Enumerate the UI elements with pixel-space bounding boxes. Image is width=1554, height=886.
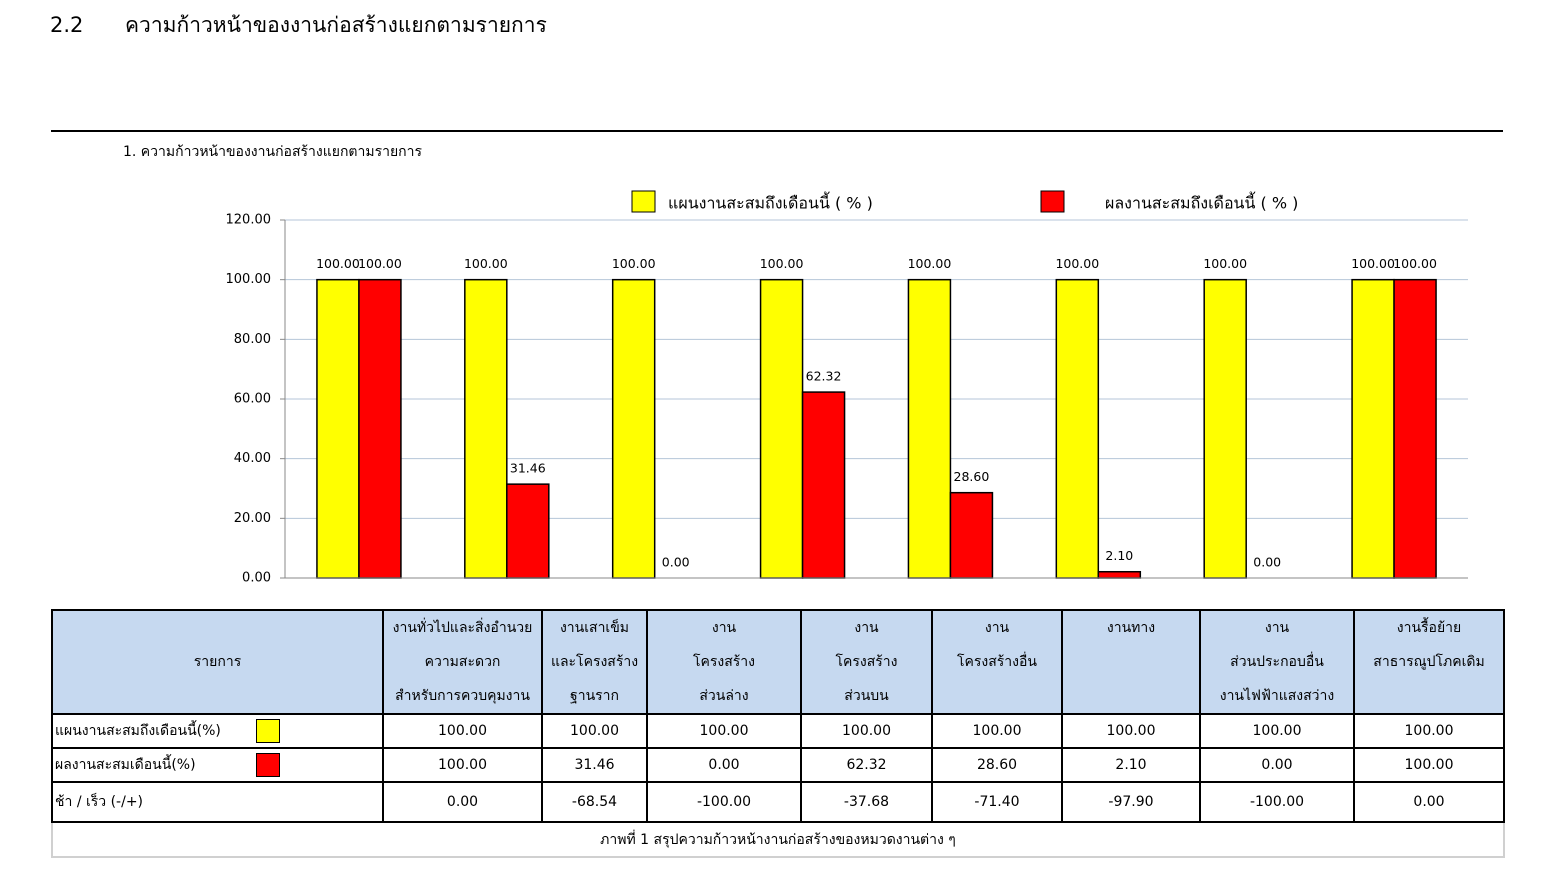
row-label: ผลงานสะสมเดือนนี้(%)	[55, 757, 196, 773]
table-cell: 100.00	[1061, 713, 1201, 749]
data-label: 100.00	[1351, 256, 1395, 271]
table-cell: 100.00	[646, 713, 802, 749]
table-row: ผลงานสะสมเดือนนี้(%) 100.00 31.46 0.00 62.32…	[51, 747, 1505, 783]
row-label-wrap: แผนงานสะสมถึงเดือนนี้(%)	[55, 719, 382, 743]
data-label: 100.00	[1393, 256, 1437, 271]
legend-label: ผลงานสะสมถึงเดือนนี้ ( % )	[1105, 192, 1298, 213]
table-cell: -100.00	[1199, 781, 1355, 823]
bar	[1203, 278, 1247, 579]
table-header: รายการ	[51, 609, 384, 715]
table-cell: 100.00	[800, 713, 933, 749]
bar	[907, 278, 952, 579]
y-tick-label: 40.00	[234, 451, 271, 466]
table-cell: -97.90	[1061, 781, 1201, 823]
row-swatch	[256, 719, 280, 743]
table-cell: 100.00	[382, 713, 543, 749]
table-cell: 28.60	[931, 747, 1063, 783]
y-tick-label: 80.00	[234, 332, 271, 347]
row-label-wrap: ผลงานสะสมเดือนนี้(%)	[55, 753, 382, 777]
data-label: 0.00	[662, 555, 690, 570]
table-row: แผนงานสะสมถึงเดือนนี้(%) 100.00 100.00 100.…	[51, 713, 1505, 749]
table-cell: 100.00	[931, 713, 1063, 749]
row-label-cell: ช้า / เร็ว (-/+)	[51, 781, 384, 823]
row-label: ช้า / เร็ว (-/+)	[55, 794, 144, 810]
data-label: 100.00	[908, 256, 952, 271]
bar	[506, 483, 550, 579]
caption-row: ภาพที่ 1 สรุปความก้าวหน้างานก่อสร้างของห…	[51, 821, 1505, 858]
data-label: 2.10	[1105, 548, 1133, 563]
table-cell: -68.54	[541, 781, 648, 823]
data-label: 100.00	[1055, 256, 1099, 271]
column-header: งานเสาเข็ม และโครงสร้าง ฐานราก	[541, 609, 648, 715]
column-header: งาน โครงสร้างอื่น	[931, 609, 1063, 715]
column-header: งานทั่วไปและสิ่งอำนวย ความสะดวก สำหรับกา…	[382, 609, 543, 715]
data-label: 100.00	[316, 256, 360, 271]
data-label: 0.00	[1253, 555, 1281, 570]
data-label: 100.00	[358, 256, 402, 271]
row-label-wrap: ช้า / เร็ว (-/+)	[55, 791, 382, 813]
data-label: 100.00	[1203, 256, 1247, 271]
table-cell: 100.00	[382, 747, 543, 783]
table-cell: 100.00	[1199, 713, 1355, 749]
table-cell: 100.00	[541, 713, 648, 749]
row-label-cell: แผนงานสะสมถึงเดือนนี้(%)	[51, 713, 384, 749]
column-header: งานรื้อย้าย สาธารณูปโภคเดิม	[1353, 609, 1505, 715]
row-label-cell: ผลงานสะสมเดือนนี้(%)	[51, 747, 384, 783]
table-cell: 0.00	[382, 781, 543, 823]
row-swatch	[256, 753, 280, 777]
legend-swatch	[1040, 190, 1065, 213]
section-number: 2.2	[50, 13, 84, 37]
table-cell: -37.68	[800, 781, 933, 823]
table-cell: 0.00	[646, 747, 802, 783]
table-cell: 62.32	[800, 747, 933, 783]
table-cell: 100.00	[1353, 747, 1505, 783]
data-label: 28.60	[954, 469, 990, 484]
table-cell: -100.00	[646, 781, 802, 823]
bar	[611, 278, 656, 579]
table-cell: 31.46	[541, 747, 648, 783]
column-header: งาน โครงสร้าง ส่วนบน	[800, 609, 933, 715]
column-header: งาน โครงสร้าง ส่วนล่าง	[646, 609, 802, 715]
y-tick-label: 60.00	[234, 392, 271, 407]
y-tick-label: 100.00	[226, 272, 272, 287]
row-label: แผนงานสะสมถึงเดือนนี้(%)	[55, 723, 221, 739]
bar	[316, 278, 360, 579]
chart-title: 1. ความก้าวหน้าของงานก่อสร้างแยกตามรายกา…	[123, 144, 423, 160]
table-cell: 0.00	[1353, 781, 1505, 823]
bar	[801, 391, 846, 579]
data-table: รายการ งานทั่วไปและสิ่งอำนวย ความสะดวก สำ…	[51, 609, 1505, 858]
bar	[464, 278, 508, 579]
caption: ภาพที่ 1 สรุปความก้าวหน้างานก่อสร้างของห…	[51, 821, 1505, 858]
chart: 0.00 20.00 40.00 60.00 80.00 100.00 120.00 แผนง…	[226, 190, 1468, 586]
legend-label: แผนงานสะสมถึงเดือนนี้ ( % )	[668, 192, 873, 213]
bar	[1393, 278, 1437, 579]
table-row: ช้า / เร็ว (-/+) 0.00 -68.54 -100.00 -37.68-…	[51, 781, 1505, 823]
bar	[1351, 278, 1395, 579]
column-header: งาน ส่วนประกอบอื่น งานไฟฟ้าแสงสว่าง	[1199, 609, 1355, 715]
bar	[759, 278, 804, 579]
y-tick-label: 20.00	[234, 511, 271, 526]
table-cell: 2.10	[1061, 747, 1201, 783]
y-tick-label: 120.00	[226, 213, 272, 228]
data-label: 31.46	[510, 461, 546, 476]
bar	[949, 491, 994, 579]
divider	[51, 130, 1503, 132]
y-tick-label: 0.00	[242, 571, 271, 586]
table-cell: 100.00	[1353, 713, 1505, 749]
bar	[1097, 570, 1142, 579]
bar	[358, 278, 402, 579]
table-cell: -71.40	[931, 781, 1063, 823]
section-title: ความก้าวหน้าของงานก่อสร้างแยกตามรายการ	[125, 13, 547, 37]
data-label: 100.00	[760, 256, 804, 271]
data-label: 100.00	[612, 256, 656, 271]
legend-swatch	[631, 190, 656, 213]
bar	[1055, 278, 1100, 579]
data-label: 100.00	[464, 256, 508, 271]
column-header: งานทาง	[1061, 609, 1201, 715]
table-cell: 0.00	[1199, 747, 1355, 783]
data-label: 62.32	[806, 369, 842, 384]
